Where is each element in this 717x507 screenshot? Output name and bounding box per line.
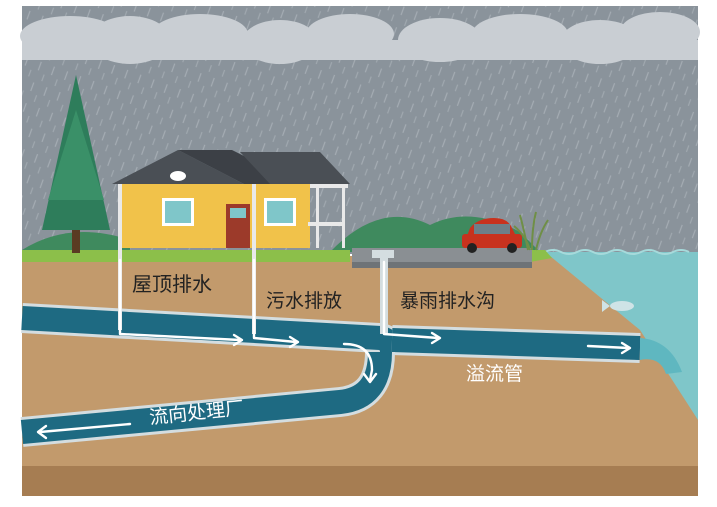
outfall-water (640, 338, 682, 374)
house-icon (112, 150, 350, 254)
water-waves (544, 249, 690, 255)
label-sewage-discharge: 污水排放 (266, 290, 342, 312)
cloud-icon (20, 12, 700, 64)
label-storm-drain: 暴雨排水沟 (400, 290, 495, 312)
road (352, 248, 532, 262)
soil-bottom (22, 466, 698, 496)
flow-arrows (36, 258, 632, 440)
grass (22, 250, 350, 262)
fish-icon (602, 300, 634, 312)
car-icon (462, 218, 522, 253)
label-overflow-pipe: 溢流管 (466, 363, 523, 385)
reeds-icon (513, 211, 549, 251)
tree-icon (42, 75, 110, 253)
curb (352, 262, 532, 268)
label-roof-drainage: 屋顶排水 (132, 272, 212, 296)
